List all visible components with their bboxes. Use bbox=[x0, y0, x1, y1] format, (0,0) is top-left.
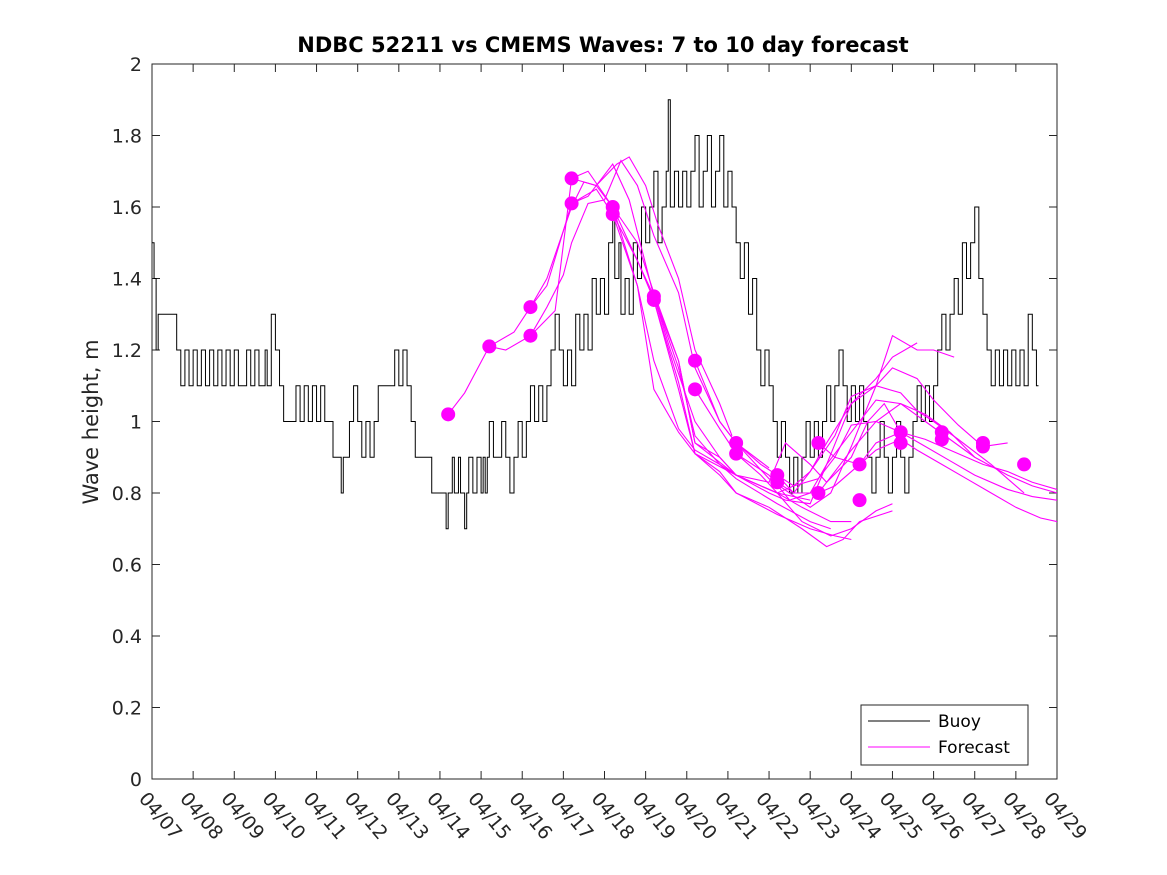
forecast-start-marker bbox=[564, 171, 579, 186]
forecast-start-marker bbox=[852, 493, 867, 508]
x-tick-label: 04/27 bbox=[957, 788, 1009, 844]
forecast-run-line bbox=[489, 159, 770, 469]
x-tick-label: 04/21 bbox=[710, 788, 762, 844]
forecast-start-marker bbox=[811, 486, 826, 500]
forecast-run-line bbox=[818, 431, 1057, 490]
x-tick-label: 04/24 bbox=[833, 788, 885, 844]
forecast-run-line bbox=[653, 299, 918, 505]
series-area bbox=[152, 99, 1057, 548]
y-tick-label: 1.8 bbox=[112, 126, 142, 148]
x-tick-label: 04/26 bbox=[916, 788, 968, 844]
forecast-start-marker bbox=[441, 407, 456, 422]
forecast-start-marker bbox=[523, 328, 538, 343]
x-tick-label: 04/10 bbox=[258, 788, 310, 844]
x-tick-label: 04/29 bbox=[1039, 788, 1091, 844]
x-tick-label: 04/28 bbox=[998, 788, 1050, 844]
legend-label: Buoy bbox=[938, 712, 981, 732]
forecast-start-marker bbox=[852, 457, 867, 472]
legend-label: Forecast bbox=[938, 738, 1010, 758]
forecast-start-marker bbox=[975, 439, 990, 454]
x-tick-label: 04/22 bbox=[751, 788, 803, 844]
x-tick-label: 04/19 bbox=[628, 788, 680, 844]
forecast-start-marker bbox=[729, 446, 744, 461]
y-tick-label: 2 bbox=[130, 54, 142, 76]
forecast-start-marker bbox=[482, 339, 497, 354]
x-tick-label: 04/07 bbox=[134, 788, 186, 844]
x-tick-label: 04/15 bbox=[463, 788, 515, 844]
x-tick-label: 04/16 bbox=[504, 788, 556, 844]
x-tick-label: 04/11 bbox=[299, 788, 351, 844]
x-tick-label: 04/23 bbox=[792, 788, 844, 844]
y-tick-label: 0.4 bbox=[112, 626, 142, 648]
forecast-start-marker bbox=[1017, 457, 1032, 472]
y-tick-label: 1 bbox=[130, 412, 142, 434]
forecast-start-marker bbox=[770, 475, 785, 490]
y-tick-label: 1.2 bbox=[112, 340, 142, 362]
legend-box bbox=[860, 704, 1029, 766]
x-tick-label: 04/20 bbox=[669, 788, 721, 844]
y-tick-label: 1.4 bbox=[112, 269, 142, 291]
forecast-start-marker bbox=[688, 382, 702, 397]
x-tick-label: 04/18 bbox=[587, 788, 639, 844]
x-tick-label: 04/25 bbox=[875, 788, 927, 844]
legend: Buoy Forecast bbox=[860, 704, 1029, 766]
y-tick-label: 0.2 bbox=[112, 698, 142, 720]
forecast-start-marker bbox=[893, 435, 908, 450]
forecast-start-marker bbox=[934, 432, 949, 447]
forecast-start-marker bbox=[523, 300, 538, 315]
forecast-start-marker bbox=[811, 435, 826, 450]
buoy-line bbox=[152, 99, 1039, 530]
x-tick-label: 04/12 bbox=[340, 788, 392, 844]
forecast-start-marker bbox=[605, 207, 620, 222]
chart-title: NDBC 52211 vs CMEMS Waves: 7 to 10 day f… bbox=[297, 33, 908, 57]
y-tick-label: 0 bbox=[130, 769, 142, 791]
x-tick-label: 04/09 bbox=[216, 788, 268, 844]
x-tick-label: 04/17 bbox=[546, 788, 598, 844]
y-tick-label: 1.6 bbox=[112, 197, 142, 219]
forecast-start-marker bbox=[646, 292, 661, 307]
forecast-run-line bbox=[653, 296, 902, 484]
y-tick-label: 0.6 bbox=[112, 555, 142, 577]
x-tick-label: 04/14 bbox=[422, 788, 474, 844]
y-tick-label: 0.8 bbox=[112, 483, 142, 505]
forecast-run-line bbox=[735, 385, 1025, 494]
forecast-start-marker bbox=[564, 196, 579, 211]
x-tick-label: 04/13 bbox=[381, 788, 433, 844]
y-axis-label: Wave height, m bbox=[79, 339, 103, 504]
x-tick-label: 04/08 bbox=[175, 788, 227, 844]
forecast-start-marker bbox=[688, 353, 702, 368]
